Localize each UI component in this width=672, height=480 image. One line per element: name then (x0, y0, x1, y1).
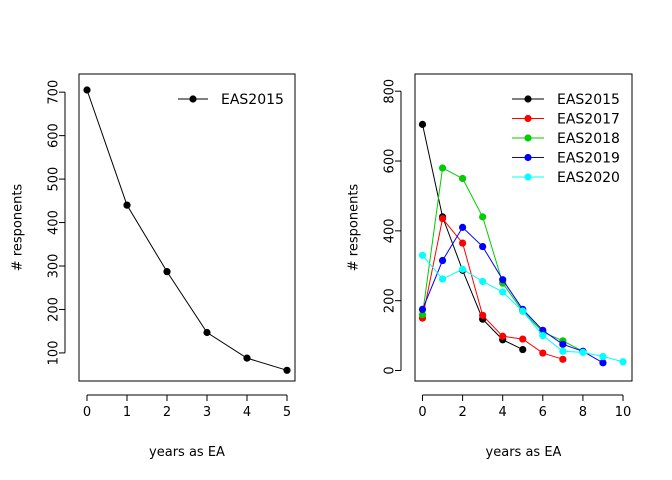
y-tick-label: 200 (47, 297, 62, 322)
data-point-EAS2020 (579, 348, 587, 356)
x-tick-label: 0 (418, 405, 426, 420)
data-point-EAS2015 (203, 328, 211, 337)
legend-label: EAS2019 (557, 150, 620, 166)
x-axis-label: years as EA (149, 445, 225, 460)
x-tick-label: 0 (83, 405, 91, 420)
legend-marker (189, 95, 197, 103)
data-point-EAS2017 (479, 311, 487, 319)
x-tick-label: 4 (499, 405, 507, 420)
y-tick-label: 700 (47, 80, 62, 105)
data-point-EAS2019 (539, 326, 547, 334)
data-point-EAS2019 (459, 223, 467, 231)
data-point-EAS2020 (539, 331, 547, 340)
y-tick-label: 0 (383, 366, 398, 374)
data-point-EAS2019 (479, 242, 487, 251)
data-point-EAS2019 (499, 276, 507, 284)
legend-label: EAS2017 (557, 111, 620, 127)
legend-marker (524, 153, 532, 162)
data-point-EAS2018 (459, 174, 467, 183)
y-axis-label: # responents (11, 184, 26, 272)
legend-label: EAS2015 (221, 92, 284, 108)
data-point-EAS2019 (599, 359, 607, 367)
data-point-EAS2019 (438, 256, 447, 265)
legend-marker (524, 114, 532, 123)
legend-label: EAS2015 (557, 92, 620, 108)
data-point-EAS2017 (499, 332, 507, 340)
data-point-EAS2020 (499, 288, 507, 296)
data-point-EAS2020 (438, 275, 447, 283)
plot-frame (414, 73, 633, 382)
x-tick-label: 5 (283, 405, 291, 420)
y-tick-label: 400 (383, 218, 398, 243)
x-tick-label: 6 (539, 405, 547, 420)
x-tick-label: 1 (123, 405, 131, 420)
x-axis-label: years as EA (486, 445, 562, 460)
y-axis-label: # responents (347, 184, 362, 272)
series-line-EAS2017 (422, 217, 563, 360)
y-tick-label: 600 (47, 123, 62, 148)
data-point-EAS2020 (479, 277, 487, 286)
series-line-EAS2019 (422, 226, 604, 364)
data-point-EAS2018 (438, 164, 447, 172)
data-point-EAS2020 (599, 352, 607, 361)
x-tick-label: 8 (579, 405, 587, 420)
y-tick-label: 400 (47, 210, 62, 235)
data-point-EAS2015 (243, 354, 251, 362)
legend-marker (524, 134, 532, 142)
plot-frame (78, 73, 296, 382)
data-point-EAS2017 (438, 215, 447, 223)
data-point-EAS2017 (559, 355, 567, 363)
legend-marker (524, 173, 532, 181)
x-tick-label: 10 (615, 405, 632, 420)
legend-label: EAS2018 (557, 131, 620, 147)
data-point-EAS2019 (418, 305, 427, 314)
data-point-EAS2018 (479, 213, 487, 221)
data-point-EAS2018 (418, 311, 427, 319)
data-point-EAS2017 (459, 239, 467, 247)
x-tick-label: 3 (203, 405, 211, 420)
series-line-EAS2015 (422, 124, 523, 351)
data-point-EAS2015 (519, 345, 527, 354)
data-point-EAS2017 (519, 335, 527, 343)
y-tick-label: 300 (47, 254, 62, 279)
series-line-EAS2018 (422, 167, 584, 352)
data-point-EAS2015 (123, 201, 131, 209)
series-line-EAS2015 (86, 89, 288, 371)
x-tick-label: 2 (163, 405, 171, 420)
data-point-EAS2020 (559, 347, 567, 355)
data-point-EAS2020 (418, 251, 427, 259)
x-tick-label: 2 (458, 405, 466, 420)
data-point-EAS2020 (619, 358, 627, 366)
data-point-EAS2020 (519, 307, 527, 315)
y-tick-label: 600 (383, 149, 398, 174)
y-tick-label: 100 (47, 341, 62, 366)
y-tick-label: 800 (383, 79, 398, 104)
data-point-EAS2019 (559, 340, 567, 348)
legend-marker (524, 95, 532, 103)
data-point-EAS2015 (418, 120, 427, 128)
data-point-EAS2015 (283, 366, 291, 374)
data-point-EAS2015 (83, 86, 91, 94)
data-point-EAS2020 (459, 265, 467, 273)
y-tick-label: 200 (383, 288, 398, 313)
data-point-EAS2015 (163, 268, 171, 276)
legend-label: EAS2020 (557, 170, 620, 186)
x-tick-label: 4 (243, 405, 251, 420)
y-tick-label: 500 (47, 167, 62, 192)
data-point-EAS2017 (539, 349, 547, 357)
